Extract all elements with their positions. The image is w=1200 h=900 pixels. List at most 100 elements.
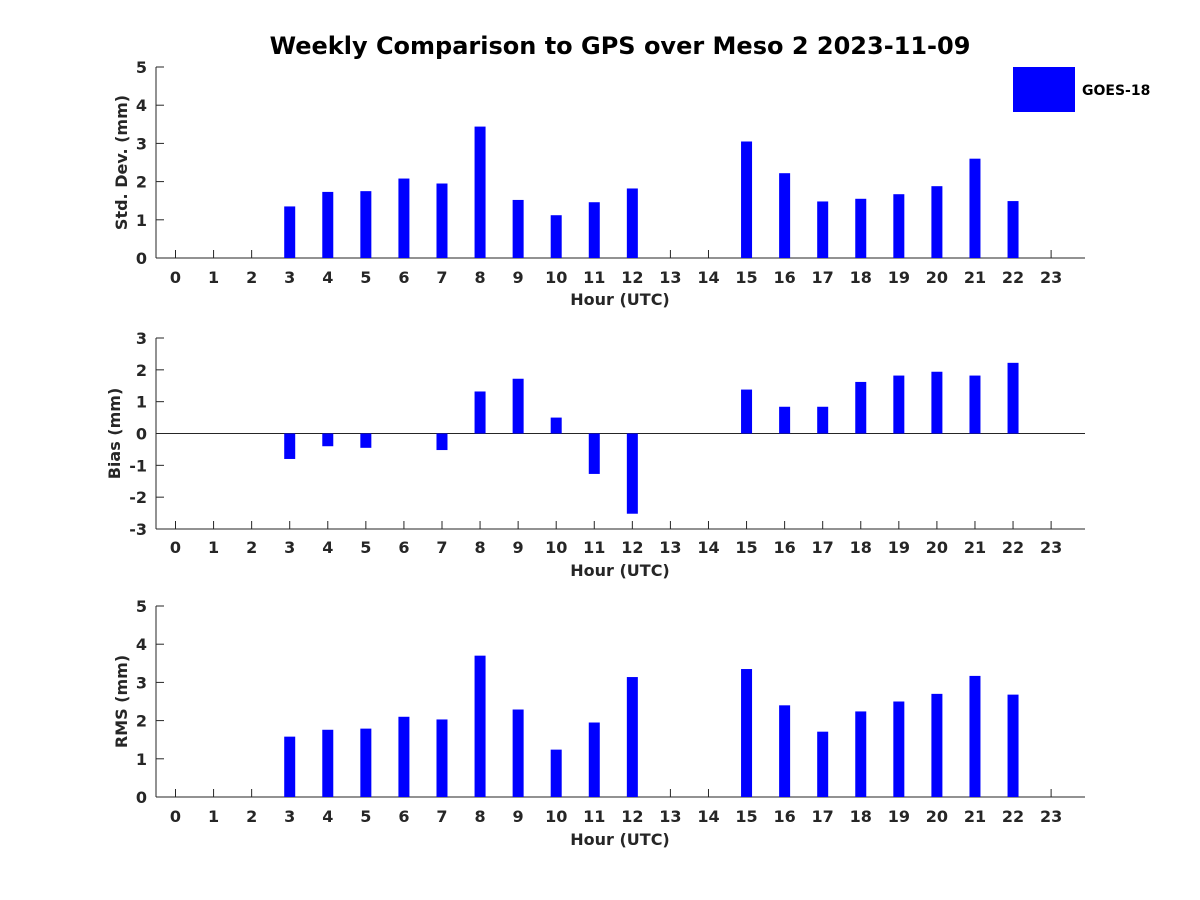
bar-hour-10 <box>550 417 562 434</box>
x-tick-label: 5 <box>360 268 371 287</box>
x-tick-label: 0 <box>170 268 181 287</box>
bar-hour-3 <box>284 206 296 258</box>
bar-hour-12 <box>626 433 638 514</box>
bar-hour-19 <box>893 194 905 258</box>
x-tick-label: 20 <box>926 268 948 287</box>
bar-hour-7 <box>436 183 448 258</box>
bar-hour-18 <box>855 711 867 797</box>
bar-hour-11 <box>588 722 600 797</box>
bar-hour-3 <box>284 736 296 797</box>
bar-hour-18 <box>855 198 867 258</box>
bar-hour-6 <box>398 716 410 797</box>
bar-hour-5 <box>360 191 372 258</box>
y-tick-label: -1 <box>129 456 147 475</box>
bar-hour-8 <box>474 391 486 434</box>
bar-hour-10 <box>550 215 562 258</box>
bar-hour-20 <box>931 371 943 434</box>
x-tick-label: 9 <box>513 268 524 287</box>
x-tick-label: 19 <box>888 807 910 826</box>
x-tick-label: 14 <box>697 807 719 826</box>
x-tick-label: 21 <box>964 268 986 287</box>
bar-hour-6 <box>398 178 410 258</box>
bar-hour-4 <box>322 191 334 258</box>
x-tick-label: 6 <box>398 807 409 826</box>
x-tick-label: 6 <box>398 268 409 287</box>
bar-hour-21 <box>969 375 981 434</box>
x-tick-label: 15 <box>735 268 757 287</box>
bar-hour-15 <box>741 389 753 434</box>
x-axis-label: Hour (UTC) <box>570 830 670 849</box>
bar-hour-22 <box>1007 362 1019 434</box>
x-tick-label: 1 <box>208 807 219 826</box>
bar-hour-5 <box>360 728 372 797</box>
chart-title: Weekly Comparison to GPS over Meso 2 202… <box>270 32 971 60</box>
x-tick-label: 19 <box>888 268 910 287</box>
bar-hour-11 <box>588 202 600 258</box>
x-tick-label: 10 <box>545 807 567 826</box>
x-tick-label: 4 <box>322 538 333 557</box>
bar-hour-20 <box>931 186 943 258</box>
bar-hour-8 <box>474 126 486 258</box>
x-tick-label: 4 <box>322 807 333 826</box>
bar-hour-19 <box>893 375 905 434</box>
x-tick-label: 10 <box>545 538 567 557</box>
bar-hour-15 <box>741 669 753 797</box>
x-tick-label: 8 <box>474 807 485 826</box>
bar-hour-9 <box>512 709 524 797</box>
bar-hour-17 <box>817 731 829 797</box>
x-tick-label: 12 <box>621 538 643 557</box>
x-tick-label: 16 <box>773 807 795 826</box>
x-tick-label: 23 <box>1040 268 1062 287</box>
x-tick-label: 22 <box>1002 807 1024 826</box>
bar-hour-12 <box>626 677 638 797</box>
x-tick-label: 2 <box>246 268 257 287</box>
x-tick-label: 5 <box>360 538 371 557</box>
bar-hour-9 <box>512 199 524 258</box>
x-tick-label: 20 <box>926 807 948 826</box>
bar-hour-16 <box>779 406 791 434</box>
x-tick-label: 22 <box>1002 538 1024 557</box>
x-tick-label: 3 <box>284 538 295 557</box>
x-tick-label: 10 <box>545 268 567 287</box>
x-tick-label: 17 <box>812 807 834 826</box>
y-axis-label: Std. Dev. (mm) <box>112 95 131 230</box>
y-tick-label: 3 <box>136 673 147 692</box>
bar-hour-21 <box>969 675 981 797</box>
x-tick-label: 14 <box>697 538 719 557</box>
x-tick-label: 2 <box>246 538 257 557</box>
y-tick-label: -2 <box>129 488 147 507</box>
x-tick-label: 21 <box>964 807 986 826</box>
bar-hour-22 <box>1007 201 1019 258</box>
y-tick-label: 1 <box>136 393 147 412</box>
x-tick-label: 7 <box>436 538 447 557</box>
bar-hour-5 <box>360 433 372 448</box>
bar-hour-17 <box>817 406 829 434</box>
legend-label: GOES-18 <box>1082 83 1150 99</box>
x-tick-label: 3 <box>284 807 295 826</box>
y-axis-label: Bias (mm) <box>105 388 124 480</box>
x-tick-label: 4 <box>322 268 333 287</box>
bar-hour-20 <box>931 693 943 797</box>
bar-hour-4 <box>322 729 334 797</box>
bar-hour-16 <box>779 705 791 797</box>
x-tick-label: 18 <box>850 268 872 287</box>
x-tick-label: 21 <box>964 538 986 557</box>
x-tick-label: 17 <box>812 538 834 557</box>
y-tick-label: 4 <box>136 96 147 115</box>
x-tick-label: 8 <box>474 268 485 287</box>
x-tick-label: 13 <box>659 807 681 826</box>
x-tick-label: 3 <box>284 268 295 287</box>
y-tick-label: 5 <box>136 58 147 77</box>
y-tick-label: 3 <box>136 329 147 348</box>
y-tick-label: 2 <box>136 173 147 192</box>
x-tick-label: 0 <box>170 807 181 826</box>
bar-hour-10 <box>550 749 562 797</box>
legend-swatch <box>1013 67 1075 112</box>
x-tick-label: 7 <box>436 268 447 287</box>
x-axis-label: Hour (UTC) <box>570 561 670 580</box>
x-tick-label: 13 <box>659 538 681 557</box>
x-tick-label: 6 <box>398 538 409 557</box>
x-tick-label: 11 <box>583 538 605 557</box>
